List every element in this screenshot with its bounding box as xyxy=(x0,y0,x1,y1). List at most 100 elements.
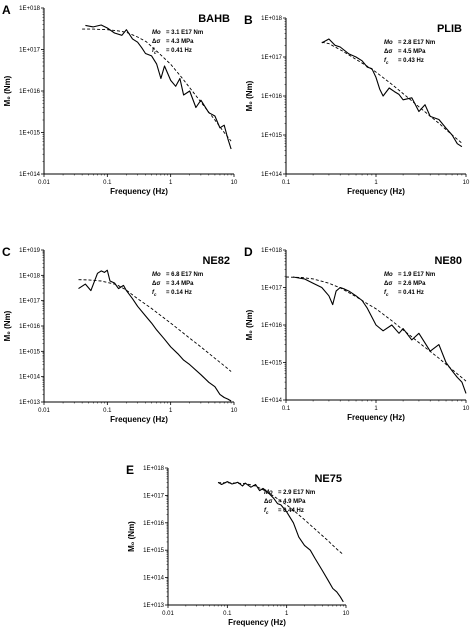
m0-label: Mo xyxy=(152,272,161,278)
y-tick-label: 1E+014 xyxy=(143,576,165,582)
stress-drop-label: Δσ xyxy=(152,281,160,287)
y-tick-label: 1E+018 xyxy=(19,273,41,279)
model-fit-line xyxy=(218,482,344,555)
x-tick-label: 1 xyxy=(169,180,173,186)
y-tick-label: 1E+017 xyxy=(19,48,41,54)
y-tick-label: 1E+017 xyxy=(261,55,283,61)
y-tick-label: 1E+016 xyxy=(261,94,283,100)
y-axis-label: M₀ (Nm) xyxy=(245,309,254,340)
y-tick-label: 1E+014 xyxy=(261,172,283,178)
y-tick-label: 1E+019 xyxy=(19,248,41,254)
y-tick-label: 1E+016 xyxy=(261,323,283,329)
panel-label: B xyxy=(244,13,253,27)
x-tick-label: 10 xyxy=(463,406,470,412)
x-tick-label: 0.01 xyxy=(38,408,50,414)
y-tick-label: 1E+015 xyxy=(19,131,41,137)
corner-frequency-label: fc xyxy=(384,58,389,65)
y-tick-label: 1E+016 xyxy=(143,521,165,527)
x-axis-label: Frequency (Hz) xyxy=(110,415,168,424)
y-tick-label: 1E+016 xyxy=(19,89,41,95)
station-title: NE82 xyxy=(202,255,230,267)
m0-value: = 2.8 E17 Nm xyxy=(398,40,435,46)
y-axis-label: M₀ (Nm) xyxy=(3,310,12,341)
y-tick-label: 1E+017 xyxy=(19,299,41,305)
x-tick-label: 1 xyxy=(285,611,289,617)
panel-label: C xyxy=(2,245,11,259)
m0-label: Mo xyxy=(384,40,393,46)
x-tick-label: 1 xyxy=(374,180,378,186)
y-tick-label: 1E+016 xyxy=(19,324,41,330)
x-axis-label: Frequency (Hz) xyxy=(228,618,286,627)
m0-label: Mo xyxy=(384,272,393,278)
stress-drop-value: = 3.4 MPa xyxy=(166,281,194,287)
stress-drop-value: = 4.3 MPa xyxy=(166,39,194,45)
y-tick-label: 1E+015 xyxy=(261,361,283,367)
station-title: NE75 xyxy=(314,473,342,485)
corner-frequency-value: = 0.14 Hz xyxy=(166,290,192,296)
m0-value: = 3.1 E17 Nm xyxy=(166,30,203,36)
y-axis-label: M₀ (Nm) xyxy=(127,521,136,552)
x-tick-label: 0.1 xyxy=(282,406,291,412)
corner-frequency-label: fc xyxy=(152,290,157,297)
y-axis-label: M₀ (Nm) xyxy=(3,75,12,106)
y-tick-label: 1E+018 xyxy=(143,466,165,472)
m0-value: = 1.9 E17 Nm xyxy=(398,272,435,278)
panel-a: 1E+014 1E+015 1E+016 1E+017 1E+018 0.01 0.1 1 10… xyxy=(2,3,238,196)
corner-frequency-subscript: c xyxy=(154,292,157,297)
y-tick-label: 1E+017 xyxy=(261,286,283,292)
stress-drop-value: = 2.6 MPa xyxy=(398,281,426,287)
y-tick-label: 1E+018 xyxy=(261,248,283,254)
station-title: PLIB xyxy=(437,23,462,35)
m0-value: = 2.9 E17 Nm xyxy=(278,490,315,496)
stress-drop-label: Δσ xyxy=(384,281,392,287)
observed-spectrum-line xyxy=(321,38,463,148)
panel-label: E xyxy=(126,463,134,477)
x-tick-label: 0.1 xyxy=(103,408,112,414)
stress-drop-value: = 4.9 MPa xyxy=(278,499,306,505)
x-tick-label: 1 xyxy=(169,408,173,414)
x-tick-label: 0.01 xyxy=(162,611,174,617)
y-tick-label: 1E+014 xyxy=(261,398,283,404)
y-tick-label: 1E+017 xyxy=(143,493,165,499)
x-tick-label: 0.1 xyxy=(103,180,112,186)
corner-frequency-subscript: c xyxy=(154,50,157,55)
y-tick-label: 1E+013 xyxy=(19,400,41,406)
x-axis-label: Frequency (Hz) xyxy=(110,187,168,196)
model-fit-line xyxy=(78,279,232,372)
observed-spectrum-line xyxy=(78,269,232,402)
corner-frequency-value: = 0.43 Hz xyxy=(398,58,424,64)
corner-frequency-subscript: c xyxy=(386,292,389,297)
x-axis-label: Frequency (Hz) xyxy=(347,413,405,422)
y-tick-label: 1E+018 xyxy=(261,16,283,22)
m0-value: = 6.8 E17 Nm xyxy=(166,272,203,278)
x-tick-label: 0.1 xyxy=(282,180,291,186)
corner-frequency-label: fc xyxy=(152,48,157,55)
corner-frequency-subscript: c xyxy=(266,510,269,515)
stress-drop-label: Δσ xyxy=(152,39,160,45)
panel-b: 1E+014 1E+015 1E+016 1E+017 1E+018 0.1 1 10 Freq… xyxy=(244,13,470,196)
stress-drop-value: = 4.5 MPa xyxy=(398,49,426,55)
corner-frequency-value: = 0.41 Hz xyxy=(398,290,424,296)
observed-spectrum-line xyxy=(85,24,232,150)
panel-e: 1E+013 1E+014 1E+015 1E+016 1E+017 1E+018 0.01… xyxy=(126,463,350,627)
model-fit-line xyxy=(82,28,232,142)
observed-spectrum-line xyxy=(293,276,467,394)
corner-frequency-value: = 0.41 Hz xyxy=(166,48,192,54)
y-axis-label: M₀ (Nm) xyxy=(245,80,254,111)
m0-label: Mo xyxy=(152,30,161,36)
x-tick-label: 0.1 xyxy=(223,611,232,617)
x-tick-label: 0.01 xyxy=(38,180,50,186)
station-title: BAHB xyxy=(198,13,230,25)
y-tick-label: 1E+013 xyxy=(143,603,165,609)
panel-c: 1E+013 1E+014 1E+015 1E+016 1E+017 1E+018 1E+0… xyxy=(2,245,238,424)
x-tick-label: 10 xyxy=(231,408,238,414)
corner-frequency-label: fc xyxy=(384,290,389,297)
corner-frequency-value: = 0.44 Hz xyxy=(278,508,304,514)
model-fit-line xyxy=(285,276,467,382)
panel-label: A xyxy=(2,3,11,17)
stress-drop-label: Δσ xyxy=(384,49,392,55)
y-tick-label: 1E+015 xyxy=(19,349,41,355)
y-tick-label: 1E+015 xyxy=(143,548,165,554)
y-tick-label: 1E+018 xyxy=(19,6,41,12)
